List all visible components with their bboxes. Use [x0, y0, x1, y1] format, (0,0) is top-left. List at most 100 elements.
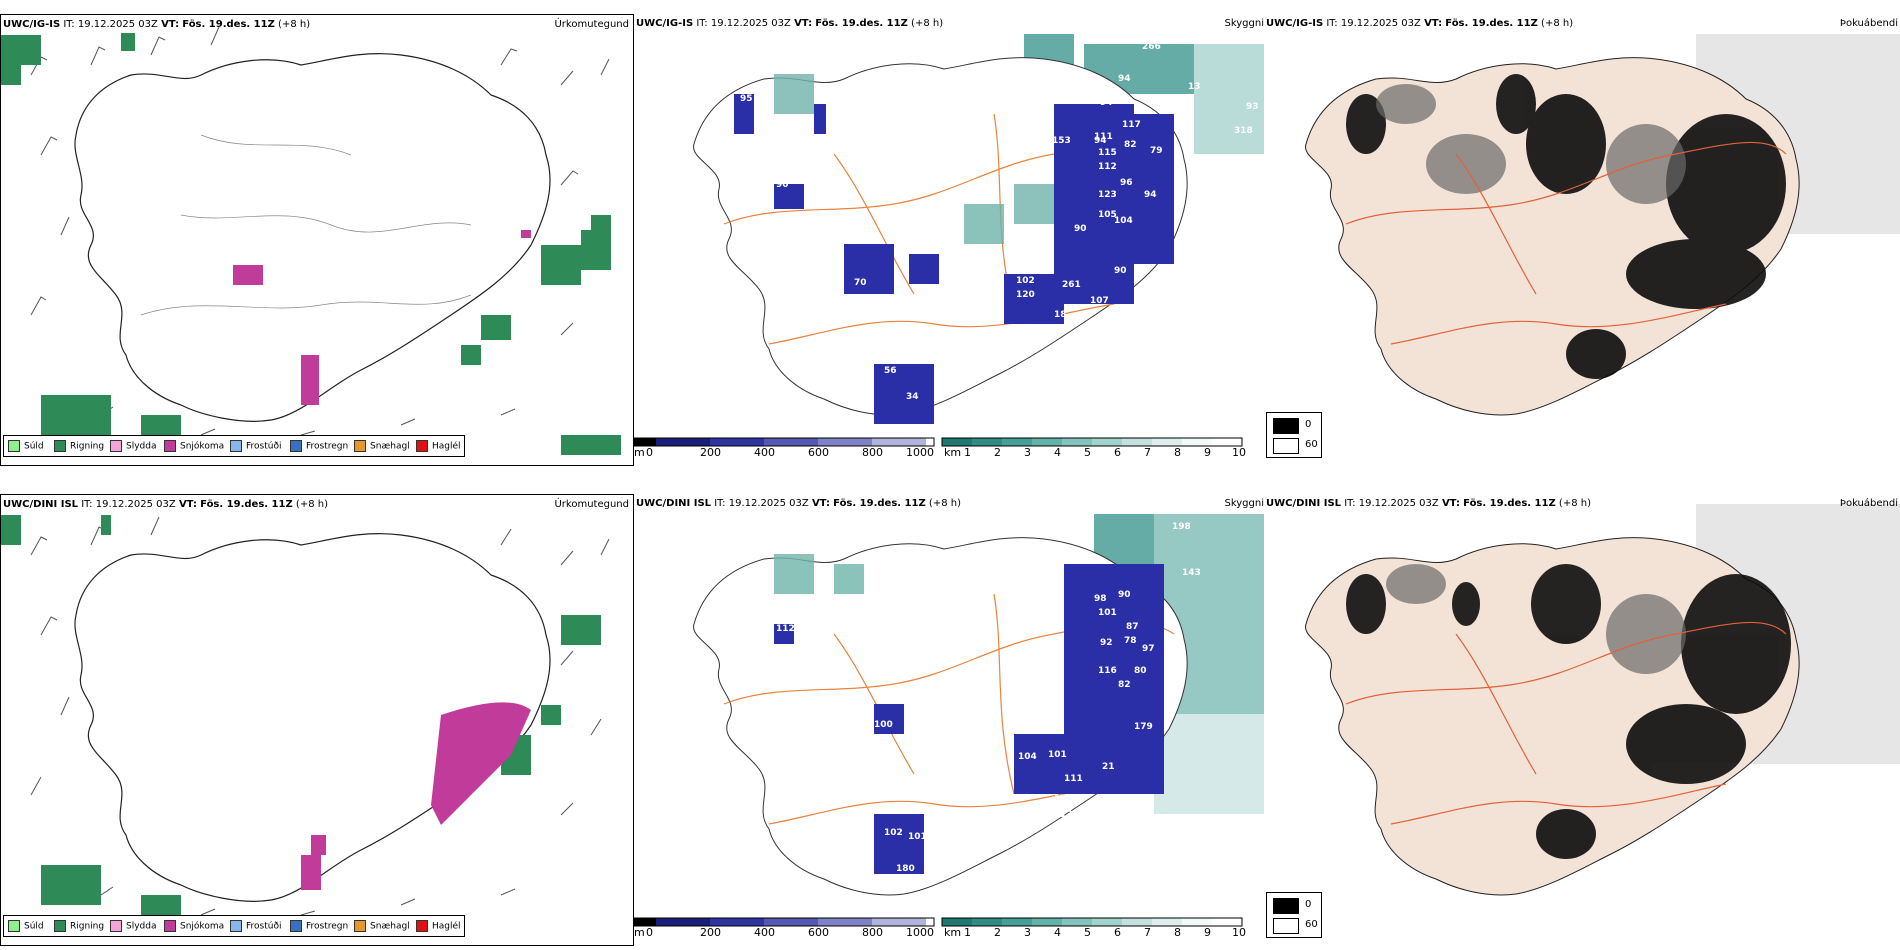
- visibility-colorbar: [941, 437, 1243, 447]
- lead-time: (+8 h): [295, 499, 328, 510]
- valid-time-label: VT:: [811, 498, 830, 509]
- valid-time: Fös. 19.des. 11Z: [815, 18, 908, 29]
- fog-legend-dark-label: 0: [1305, 899, 1312, 910]
- legend-item: Frostúði: [230, 920, 281, 932]
- cloud-map-2: [693, 514, 1264, 896]
- issue-time: 19.12.2025 03Z: [95, 499, 176, 510]
- legend-item: Haglél: [416, 920, 461, 932]
- cloud-base-label: 56: [884, 366, 897, 376]
- cloud-base-tick: 800: [862, 446, 883, 459]
- cloud-base-label: 90: [1114, 266, 1127, 276]
- cloud-base-label: 70: [854, 278, 867, 288]
- visibility-tick: 1: [964, 926, 971, 939]
- cloud-base-label: 117: [1122, 120, 1141, 130]
- cloud-base-label: 113: [1054, 810, 1073, 820]
- legend-item: Rigning: [54, 920, 104, 932]
- cloud-base-tick: 600: [808, 446, 829, 459]
- lead-time: (+8 h): [1558, 498, 1591, 509]
- cloud-base-label: 80: [1134, 666, 1147, 676]
- cloud-map-1: [693, 34, 1264, 424]
- cloud-base-tick: 400: [754, 926, 775, 939]
- cloud-base-label: 94: [1144, 190, 1157, 200]
- visibility-unit: km: [944, 446, 962, 459]
- legend-item: Súld: [8, 920, 44, 932]
- fog-legend-dark-label: 0: [1305, 419, 1312, 430]
- cloud-base-label: 116: [1098, 666, 1117, 676]
- legend-item: Snæhagl: [354, 440, 410, 452]
- visibility-tick: 7: [1144, 926, 1151, 939]
- issue-time-label: IT:: [696, 18, 708, 29]
- valid-time-label: VT:: [1441, 498, 1460, 509]
- cloud-base-unit: m: [634, 926, 645, 939]
- cloud-base-label: 13: [1188, 82, 1201, 92]
- visibility-tick: 5: [1084, 446, 1091, 459]
- visibility-tick: 6: [1114, 926, 1121, 939]
- cloud-map-panel-1: UWC/IG-IS IT: 19.12.2025 03Z VT: Fös. 19…: [634, 14, 1264, 464]
- cloud-base-label: 104: [882, 350, 901, 360]
- cloud-base-label: 111: [1064, 774, 1083, 784]
- visibility-tick: 9: [1204, 446, 1211, 459]
- valid-time-label: VT:: [794, 18, 813, 29]
- cloud-base-label: 318: [1234, 126, 1253, 136]
- model-name: UWC/DINI ISL: [636, 498, 712, 509]
- visibility-tick: 6: [1114, 446, 1121, 459]
- precip-map-1: [1, 26, 621, 455]
- legend-item: Snjókoma: [164, 440, 224, 452]
- legend-item: Súld: [8, 440, 44, 452]
- visibility-tick: 9: [1204, 926, 1211, 939]
- cloud-base-label: 18: [1054, 310, 1067, 320]
- cloud-base-tick: 400: [754, 446, 775, 459]
- cloud-base-label: 92: [1100, 638, 1113, 648]
- cloud-base-label: 98: [1094, 594, 1107, 604]
- precip-map-2: [1, 515, 610, 916]
- valid-time: Fös. 19.des. 11Z: [200, 499, 293, 510]
- cloud-base-label: 82: [1124, 140, 1137, 150]
- cloud-base-label: 107: [1090, 296, 1109, 306]
- legend-item: Frostúði: [230, 440, 281, 452]
- legend-item: Rigning: [54, 440, 104, 452]
- cloud-base-unit: m: [634, 446, 645, 459]
- fog-legend-light-label: 60: [1305, 439, 1318, 450]
- issue-time: 19.12.2025 03Z: [710, 18, 791, 29]
- fog-map-panel-2: UWC/DINI ISL IT: 19.12.2025 03Z VT: Fös.…: [1266, 494, 1900, 944]
- cloud-map-panel-2: UWC/DINI ISL IT: 19.12.2025 03Z VT: Fös.…: [634, 494, 1264, 944]
- lead-time: (+8 h): [278, 19, 311, 30]
- cloud-base-label: 75: [946, 254, 959, 264]
- cloud-base-label: 101: [1048, 750, 1067, 760]
- issue-time: 19.12.2025 03Z: [1340, 18, 1421, 29]
- cloud-base-label: 112: [776, 624, 795, 634]
- cloud-base-label: 87: [1126, 622, 1139, 632]
- precip-map-panel-2: UWC/DINI ISL IT: 19.12.2025 03Z VT: Fös.…: [0, 494, 634, 946]
- precip-legend: Súld Rigning Slydda Snjókoma Frostúði Fr…: [3, 915, 465, 937]
- valid-time-label: VT:: [178, 499, 197, 510]
- visibility-tick: 7: [1144, 446, 1151, 459]
- model-name: UWC/IG-IS: [1266, 18, 1324, 29]
- fog-legend-light-label: 60: [1305, 919, 1318, 930]
- visibility-colorbar: [941, 917, 1243, 927]
- cloud-base-label: 64: [906, 352, 919, 362]
- model-name: UWC/IG-IS: [3, 19, 61, 30]
- valid-time: Fös. 19.des. 11Z: [1445, 18, 1538, 29]
- cloud-base-label: 112: [1098, 162, 1117, 172]
- legend-item: Snæhagl: [354, 920, 410, 932]
- cloud-base-colorbar: [634, 437, 935, 447]
- cloud-base-label: 104: [1114, 216, 1133, 226]
- cloud-base-label: 94: [1100, 98, 1113, 108]
- cloud-base-label: 179: [1134, 722, 1153, 732]
- model-name: UWC/IG-IS: [636, 18, 694, 29]
- visibility-tick: 2: [994, 926, 1001, 939]
- legend-item: Snjókoma: [164, 920, 224, 932]
- precip-legend: Súld Rigning Slydda Snjókoma Frostúði Fr…: [3, 435, 465, 457]
- visibility-tick: 4: [1054, 926, 1061, 939]
- cloud-base-tick: 0: [646, 446, 653, 459]
- cloud-base-label: 127: [1054, 794, 1073, 804]
- field-title-precip: Úrkomutegund: [554, 19, 629, 30]
- cloud-base-label: 90: [1074, 224, 1087, 234]
- issue-time-label: IT:: [714, 498, 726, 509]
- field-title-cloud: Skyggni: [1224, 18, 1264, 29]
- cloud-base-colorbar: [634, 917, 935, 927]
- precip-map-panel-1: UWC/IG-IS IT: 19.12.2025 03Z VT: Fös. 19…: [0, 14, 634, 466]
- visibility-tick: 10: [1232, 446, 1246, 459]
- field-title-fog: Þokuábendi: [1839, 18, 1898, 29]
- valid-time: Fös. 19.des. 11Z: [833, 498, 926, 509]
